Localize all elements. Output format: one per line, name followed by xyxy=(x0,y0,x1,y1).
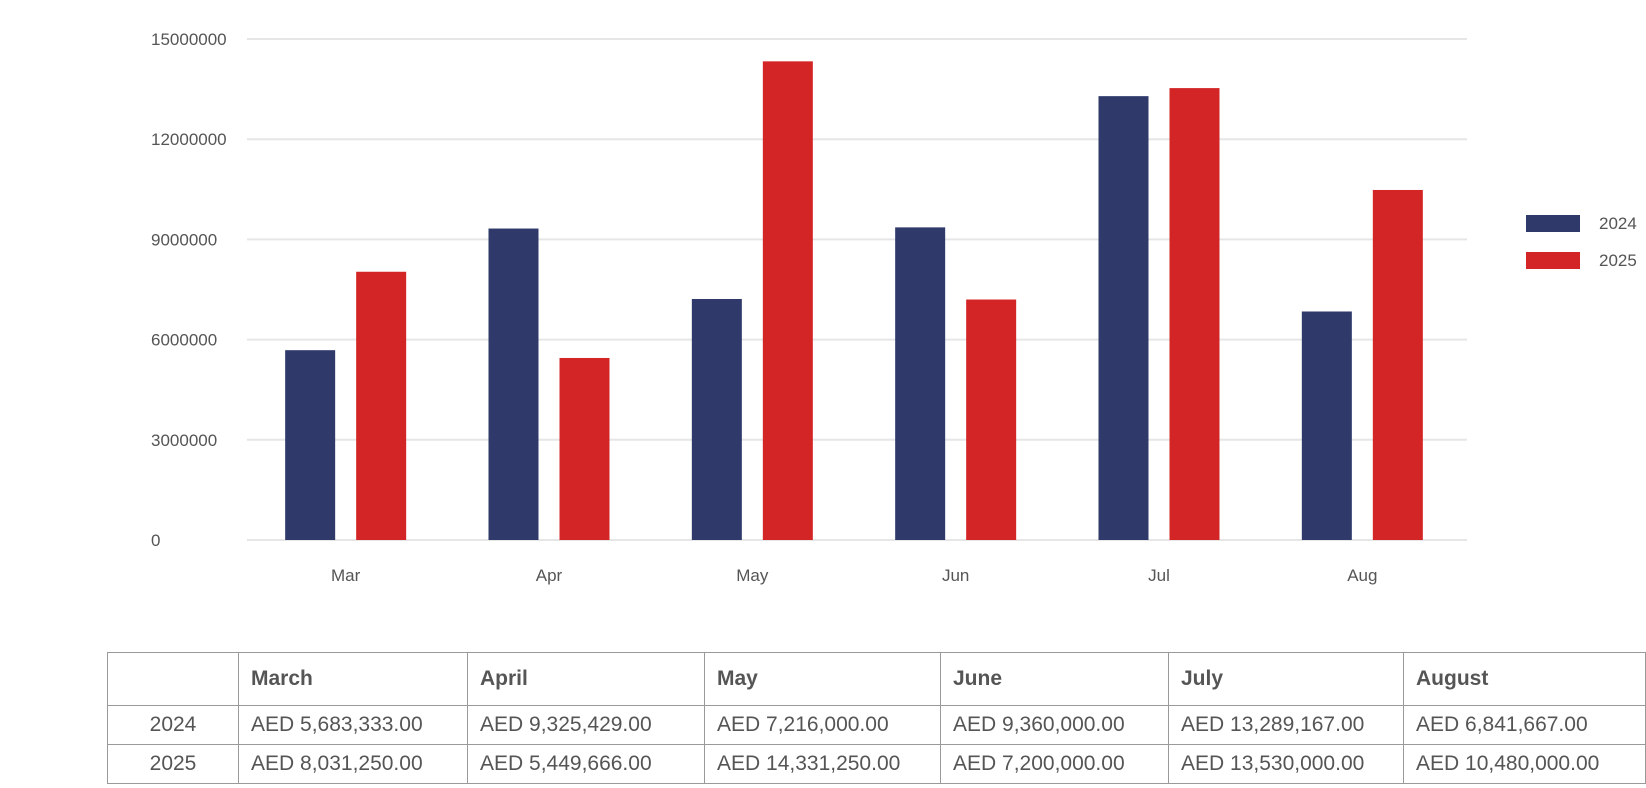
bar-2025-May xyxy=(762,61,813,541)
table-cell: AED 10,480,000.00 xyxy=(1403,744,1646,784)
grid-lines xyxy=(247,38,1467,541)
bar-2024-Apr xyxy=(488,228,539,540)
x-tick-label: Jul xyxy=(1148,566,1170,585)
x-tick-label: May xyxy=(736,566,769,585)
table-cell: AED 9,325,429.00 xyxy=(467,705,705,745)
table-cell: AED 13,289,167.00 xyxy=(1168,705,1404,745)
table-cell: AED 5,683,333.00 xyxy=(238,705,468,745)
bar-2024-May xyxy=(691,298,742,540)
bar-2025-Apr xyxy=(559,357,610,540)
table-header-cell: March xyxy=(238,652,468,706)
table-row: 2024 AED 5,683,333.00 AED 9,325,429.00 A… xyxy=(107,705,1646,745)
x-tick-label: Mar xyxy=(331,566,361,585)
x-tick-label: Apr xyxy=(536,566,563,585)
table-cell: AED 7,216,000.00 xyxy=(704,705,941,745)
bar-2024-Mar xyxy=(285,350,336,540)
table-header-cell: May xyxy=(704,652,941,706)
y-tick-label: 0 xyxy=(151,531,160,550)
bars xyxy=(285,61,1423,541)
table-cell: AED 7,200,000.00 xyxy=(940,744,1169,784)
legend-swatch xyxy=(1526,252,1580,269)
table-cell: AED 9,360,000.00 xyxy=(940,705,1169,745)
y-tick-label: 12000000 xyxy=(151,130,227,149)
table-cell: AED 8,031,250.00 xyxy=(238,744,468,784)
table-cell: AED 14,331,250.00 xyxy=(704,744,941,784)
table-header-row: March April May June July August xyxy=(107,652,1646,706)
table-cell: AED 6,841,667.00 xyxy=(1403,705,1646,745)
bar-2024-Aug xyxy=(1301,311,1352,540)
bar-2025-Jul xyxy=(1169,88,1220,541)
table-row-label: 2025 xyxy=(107,744,239,784)
table-cell: AED 13,530,000.00 xyxy=(1168,744,1404,784)
y-tick-label: 3000000 xyxy=(151,431,217,450)
x-tick-label: Jun xyxy=(942,566,969,585)
table-cell: AED 5,449,666.00 xyxy=(467,744,705,784)
x-axis-ticks: Mar Apr May Jun Jul Aug xyxy=(331,566,1377,585)
table-row-label: 2024 xyxy=(107,705,239,745)
y-tick-label: 15000000 xyxy=(151,30,227,49)
bar-chart: 0 3000000 6000000 9000000 12000000 15000000 M… xyxy=(151,30,1637,585)
table-header-cell: August xyxy=(1403,652,1646,706)
bar-2025-Jun xyxy=(966,299,1017,540)
bar-2025-Aug xyxy=(1372,189,1423,540)
legend-label: 2025 xyxy=(1599,251,1637,270)
x-tick-label: Aug xyxy=(1347,566,1377,585)
table-header-cell: July xyxy=(1168,652,1404,706)
bar-2024-Jun xyxy=(895,227,946,540)
y-axis-ticks: 0 3000000 6000000 9000000 12000000 15000000 xyxy=(151,30,227,550)
table-header-cell: April xyxy=(467,652,705,706)
legend-swatch xyxy=(1526,215,1580,232)
y-tick-label: 9000000 xyxy=(151,230,217,249)
table-row: 2025 AED 8,031,250.00 AED 5,449,666.00 A… xyxy=(107,744,1646,784)
legend: 2024 2025 xyxy=(1526,214,1637,270)
table-header-corner xyxy=(107,652,239,706)
bar-2024-Jul xyxy=(1098,96,1149,541)
y-tick-label: 6000000 xyxy=(151,331,217,350)
data-table: March April May June July August 2024 AE… xyxy=(107,652,1646,784)
legend-label: 2024 xyxy=(1599,214,1637,233)
bar-2025-Mar xyxy=(356,271,407,540)
table-header-cell: June xyxy=(940,652,1169,706)
